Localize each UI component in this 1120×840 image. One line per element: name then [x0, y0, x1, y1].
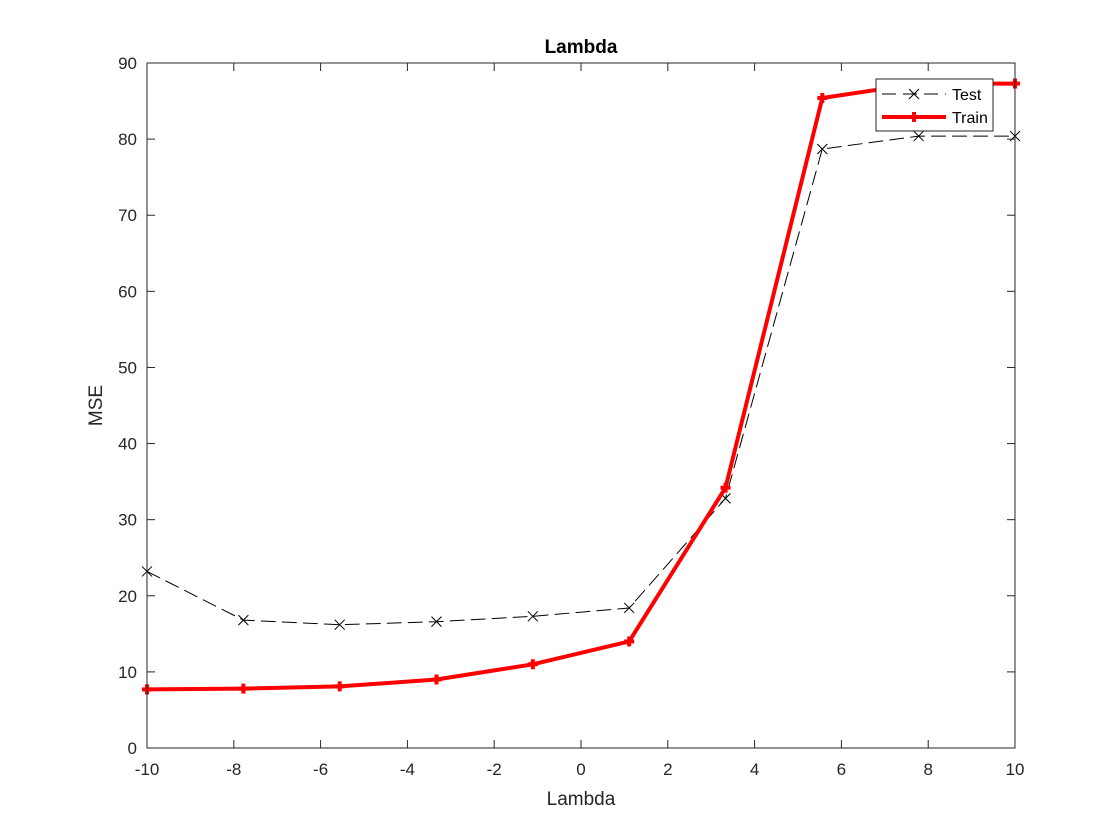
y-tick-label: 60 [118, 282, 137, 301]
data-point-train [624, 636, 635, 647]
marker-test [237, 614, 249, 626]
x-tick-label: -6 [313, 760, 328, 779]
legend: Test Train [875, 78, 994, 132]
y-tick-label: 30 [118, 511, 137, 530]
data-point-train [238, 683, 249, 694]
plot-area [147, 63, 1015, 748]
y-tick-label: 70 [118, 206, 137, 225]
series-line-train [145, 81, 1017, 692]
data-point-test [816, 143, 828, 155]
x-tick-label: -2 [487, 760, 502, 779]
y-tick-label: 20 [118, 587, 137, 606]
y-tick-label: 40 [118, 435, 137, 454]
data-point-train [817, 93, 828, 104]
data-point-train [527, 659, 538, 670]
y-tick-label: 10 [118, 663, 137, 682]
x-axis-label: Lambda [547, 789, 616, 810]
data-point-test [237, 614, 249, 626]
x-tick-label: -4 [400, 760, 415, 779]
marker-test [720, 493, 731, 504]
data-point-test [527, 610, 539, 622]
data-point-test [913, 130, 925, 142]
legend-entry-train: Train [882, 110, 988, 127]
data-point-train [720, 482, 731, 493]
y-tick-label: 50 [118, 358, 137, 377]
x-tick-label: 10 [1006, 760, 1025, 779]
marker-test [913, 130, 925, 142]
plot-box [146, 62, 1016, 749]
marker-test [527, 610, 539, 622]
marker-test [431, 616, 442, 628]
data-point-test [431, 616, 442, 628]
data-point-train [334, 681, 345, 692]
x-tick-label: 8 [923, 760, 932, 779]
x-tick-label: 6 [837, 760, 846, 779]
legend-box [875, 78, 994, 132]
chart-title: Lambda [545, 37, 618, 58]
series-test [141, 130, 1021, 631]
y-tick-label: 90 [118, 54, 137, 73]
legend-label-test: Test [952, 87, 982, 104]
series-layer [141, 78, 1021, 695]
ticks-layer: -10 -8 -6 -4 -2 0 2 4 6 8 10 0 10 20 30 40 50 60 70 80 90 [118, 54, 1024, 779]
y-axis-label: MSE [86, 385, 107, 426]
x-tick-label: -8 [226, 760, 241, 779]
data-point-train [431, 674, 442, 685]
marker-test [334, 619, 346, 631]
series-line-test [146, 135, 1016, 626]
y-tick-label: 0 [128, 739, 137, 758]
y-tick-label: 80 [118, 130, 137, 149]
marker-test [816, 143, 828, 155]
x-tick-label: 2 [663, 760, 672, 779]
x-tick-label: 4 [750, 760, 759, 779]
legend-entries: Test Train [882, 87, 988, 127]
x-tick-label: 0 [576, 760, 585, 779]
data-point-test [334, 619, 346, 631]
legend-entry-test: Test [882, 87, 982, 104]
legend-label-train: Train [952, 110, 988, 127]
data-point-test [623, 602, 635, 614]
marker-test [623, 602, 635, 614]
legend-marker-test [908, 88, 920, 100]
x-tick-label: -10 [135, 760, 160, 779]
